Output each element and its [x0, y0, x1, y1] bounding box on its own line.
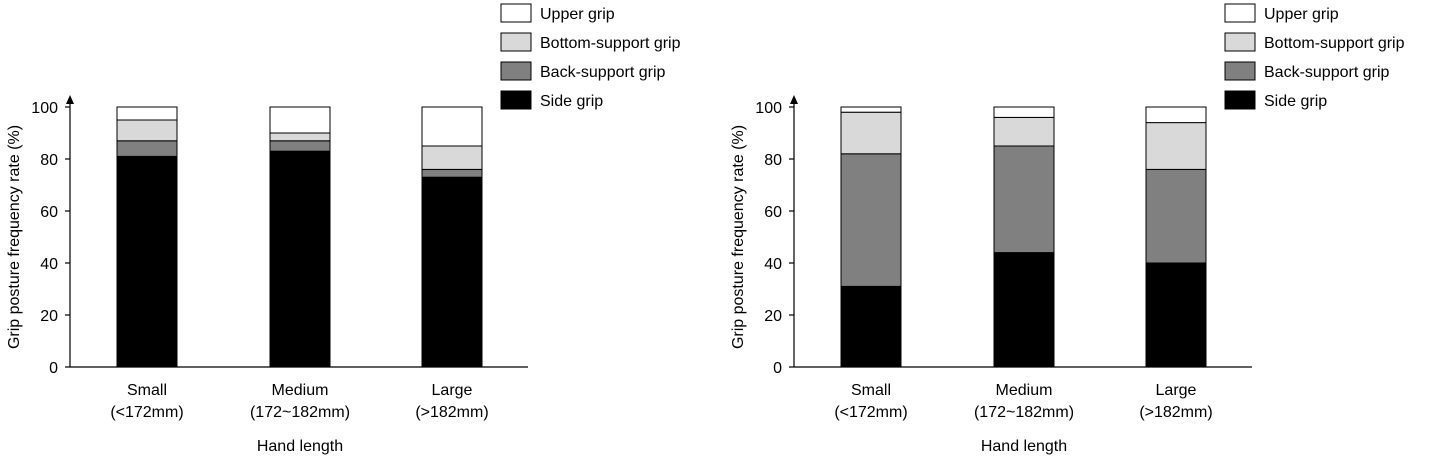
- y-tick-label: 60: [764, 204, 782, 221]
- bar-segment: [269, 150, 331, 368]
- y-tick-label: 80: [764, 152, 782, 169]
- legend-label: Upper grip: [1264, 6, 1339, 23]
- right-stacked-bar-chart: 0 20 40 60 80 100 Grip posture frequency rate …: [730, 3, 1405, 455]
- y-tick-label: 100: [31, 100, 58, 117]
- legend-swatch: [500, 61, 532, 81]
- legend-swatch: [500, 32, 532, 52]
- legend-label: Bottom-support grip: [1264, 35, 1405, 52]
- y-tick-label: 80: [40, 152, 58, 169]
- bar-segment: [269, 140, 331, 152]
- x-category-label: Large: [432, 382, 473, 399]
- y-axis-title: Grip posture frequency rate (%): [6, 125, 23, 349]
- bar-segment: [269, 106, 331, 134]
- legend-swatch: [500, 3, 532, 23]
- x-axis-title: Hand length: [981, 438, 1067, 455]
- legend-label: Side grip: [1264, 93, 1327, 110]
- bar-segment: [840, 111, 902, 155]
- x-category-label: Large: [1156, 382, 1197, 399]
- bar-segment: [421, 145, 483, 170]
- x-category-label: Small: [851, 382, 891, 399]
- bar-segment: [1145, 168, 1207, 264]
- y-tick-label: 40: [764, 256, 782, 273]
- legend-swatch: [1224, 3, 1256, 23]
- bar-segment: [840, 153, 902, 287]
- x-category-label: Small: [127, 382, 167, 399]
- bar-segment: [993, 106, 1055, 118]
- x-category-range-label: (172~182mm): [974, 404, 1074, 421]
- x-category-range-label: (>182mm): [415, 404, 488, 421]
- bar-segment: [116, 119, 178, 142]
- x-category-label: Medium: [272, 382, 329, 399]
- x-category-label: Medium: [996, 382, 1053, 399]
- bar-segment: [116, 140, 178, 157]
- bar-segment: [1145, 262, 1207, 368]
- legend-label: Upper grip: [540, 6, 615, 23]
- x-category-range-label: (<172mm): [110, 404, 183, 421]
- y-axis-title: Grip posture frequency rate (%): [730, 125, 747, 349]
- y-tick-label: 40: [40, 256, 58, 273]
- y-tick-label: 20: [764, 308, 782, 325]
- legend-swatch: [1224, 61, 1256, 81]
- legend-swatch: [500, 90, 532, 110]
- y-tick-label: 20: [40, 308, 58, 325]
- y-tick-label: 60: [40, 204, 58, 221]
- bar-segment: [1145, 106, 1207, 124]
- y-axis-arrow-icon: [66, 95, 74, 104]
- y-tick-label: 0: [49, 360, 58, 377]
- y-tick-label: 100: [755, 100, 782, 117]
- legend-swatch: [1224, 90, 1256, 110]
- bar-segment: [421, 168, 483, 178]
- bar-segment: [993, 252, 1055, 368]
- bar-segment: [116, 106, 178, 121]
- bar-segment: [269, 132, 331, 142]
- bar-segment: [116, 155, 178, 368]
- x-category-range-label: (<172mm): [834, 404, 907, 421]
- y-tick-label: 0: [773, 360, 782, 377]
- legend-label: Back-support grip: [1264, 64, 1389, 81]
- bar-segment: [421, 176, 483, 368]
- x-axis-title: Hand length: [257, 438, 343, 455]
- bar-segment: [840, 285, 902, 368]
- y-axis-arrow-icon: [790, 95, 798, 104]
- bar-segment: [1145, 122, 1207, 170]
- left-stacked-bar-chart: 0 20 40 60 80 100 Grip posture frequency rate …: [6, 3, 681, 455]
- x-category-range-label: (172~182mm): [250, 404, 350, 421]
- bar-segment: [993, 116, 1055, 147]
- bar-segment: [840, 106, 902, 113]
- x-category-range-label: (>182mm): [1139, 404, 1212, 421]
- legend-swatch: [1224, 32, 1256, 52]
- legend-label: Bottom-support grip: [540, 35, 681, 52]
- bar-segment: [421, 106, 483, 147]
- bar-segment: [993, 145, 1055, 254]
- legend-label: Back-support grip: [540, 64, 665, 81]
- legend-label: Side grip: [540, 93, 603, 110]
